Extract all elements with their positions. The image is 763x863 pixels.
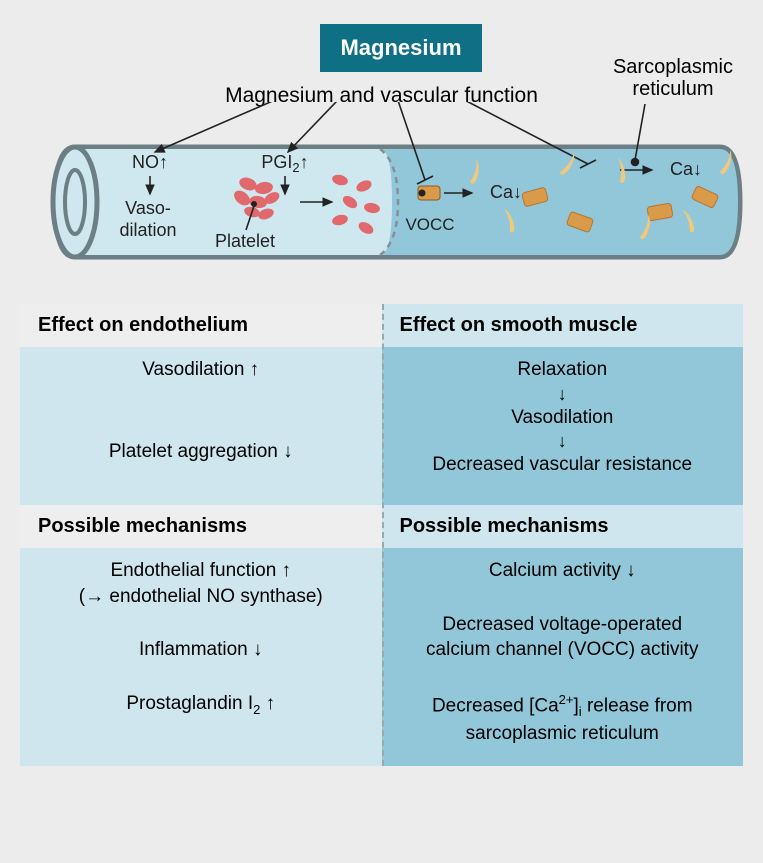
svg-text:Platelet: Platelet — [215, 231, 275, 251]
mech-line: (→ endothelial NO synthase) — [32, 584, 370, 610]
svg-text:Vaso-: Vaso- — [125, 198, 171, 218]
down-arrow-icon: ↓ — [394, 385, 732, 403]
top-diagram: Magnesium Magnesium and vascular functio… — [20, 24, 743, 304]
panels: Effect on endothelium Vasodilation ↑ Pla… — [20, 304, 743, 766]
mech-line: sarcoplasmic reticulum — [394, 721, 732, 747]
svg-text:Ca↓: Ca↓ — [670, 159, 702, 179]
right-mech-head: Possible mechanisms — [382, 505, 744, 548]
mech-line: Inflammation ↓ — [32, 637, 370, 663]
mech-line: calcium channel (VOCC) activity — [394, 637, 732, 663]
sr-label: Sarcoplasmic reticulum — [613, 56, 733, 100]
panel-smooth-muscle: Effect on smooth muscle Relaxation ↓ Vas… — [382, 304, 744, 766]
right-effect-line: Decreased vascular resistance — [394, 452, 732, 478]
mech-line: Calcium activity ↓ — [394, 558, 732, 584]
right-mech-body: Calcium activity ↓ Decreased voltage-ope… — [382, 548, 744, 766]
right-effects-body: Relaxation ↓ Vasodilation ↓ Decreased va… — [382, 347, 744, 505]
left-effect-head: Effect on endothelium — [20, 304, 382, 347]
svg-text:Ca↓: Ca↓ — [490, 182, 522, 202]
right-effect-line: Vasodilation — [394, 405, 732, 431]
svg-text:VOCC: VOCC — [405, 215, 454, 234]
vessel-diagram: NO↑ Vaso- dilation PGI2↑ — [20, 102, 743, 302]
left-effects-body: Vasodilation ↑ Platelet aggregation ↓ — [20, 347, 382, 505]
svg-text:PGI2↑: PGI2↑ — [261, 152, 308, 175]
down-arrow-icon: ↓ — [394, 432, 732, 450]
right-effect-line: Relaxation — [394, 357, 732, 383]
left-mech-head: Possible mechanisms — [20, 505, 382, 548]
mech-line: Decreased voltage-operated — [394, 612, 732, 638]
mech-line: Decreased [Ca2+]i release from — [394, 691, 732, 721]
mech-line: Prostaglandin I2 ↑ — [32, 691, 370, 718]
svg-text:dilation: dilation — [119, 220, 176, 240]
figure-root: Magnesium Magnesium and vascular functio… — [20, 24, 743, 843]
panel-endothelium: Effect on endothelium Vasodilation ↑ Pla… — [20, 304, 382, 766]
left-effect-line: Vasodilation ↑ — [32, 357, 370, 383]
left-effect-line: Platelet aggregation ↓ — [32, 439, 370, 465]
left-mech-body: Endothelial function ↑ (→ endothelial NO… — [20, 548, 382, 766]
magnesium-label: Magnesium — [340, 35, 461, 61]
magnesium-box: Magnesium — [320, 24, 482, 72]
svg-text:NO↑: NO↑ — [132, 152, 168, 172]
mech-line: Endothelial function ↑ — [32, 558, 370, 584]
right-effect-head: Effect on smooth muscle — [382, 304, 744, 347]
